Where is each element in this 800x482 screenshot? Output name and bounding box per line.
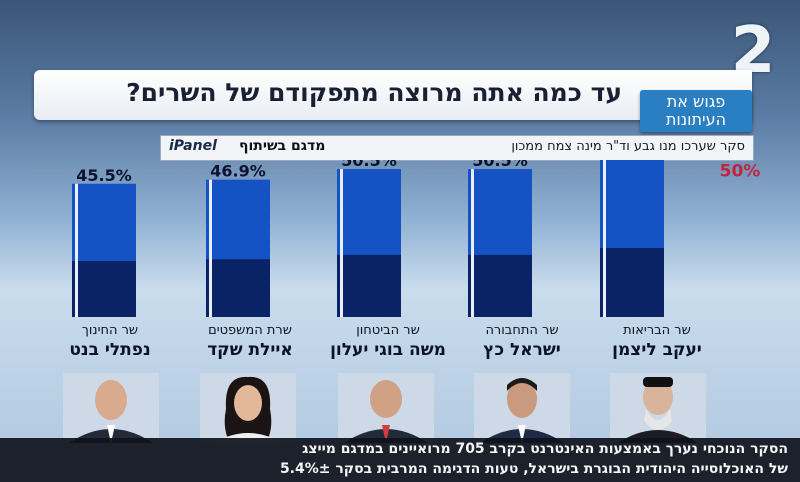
portrait-image [200,373,296,443]
bar-value-label: 45.5% [76,166,132,185]
portrait-image [610,373,706,443]
title-band: עד כמה אתה מרוצה מתפקודם של השרים? [34,70,752,120]
bar-base [72,261,136,317]
minister-name: איילת שקד [207,340,293,360]
credit-text: סקר שערכו מנו גבע וד"ר מינה צמח ממכון [511,139,745,154]
minister-name: יעקב ליצמן [612,340,702,360]
minister-role: שר התחבורה [485,323,559,338]
chart-title: עד כמה אתה מרוצה מתפקודם של השרים? [126,78,622,107]
bar-value-label: 46.9% [210,162,266,181]
show-badge-line1: פגוש את [666,92,726,111]
bar [72,183,136,317]
credit-partner: iPanel [169,138,217,154]
bar-edge [471,169,474,317]
minister-name: משה בוגי יעלון [330,340,446,360]
credit-bar: סקר שערכו מנו גבע וד"ר מינה צמח ממכון מד… [160,135,754,161]
bar-value-label: 50.5% [341,160,397,170]
bar [206,179,270,317]
minister-label: שר הבריאות יעקב ליצמן [592,323,722,361]
minister-label: שר התחבורה ישראל כץ [457,323,587,361]
bar [600,160,664,317]
minister-label: שר הביטחון משה בוגי יעלון [323,323,453,361]
footer-caption: הסקר הנוכחי נערך באמצעות האינטרנט בקרב 7… [0,438,800,482]
footer-line2: של האוכלוסייה היהודית הבוגרת בישראל, טעו… [279,461,788,477]
minister-role: שרת המשפטים [208,323,292,338]
show-badge: פגוש את העיתונות [640,90,752,132]
minister-role: שר הביטחון [356,323,420,338]
bar-edge [340,169,343,317]
bar-base [600,247,664,317]
minister-label: שרת המשפטים איילת שקד [185,323,315,361]
portrait-image [474,373,570,443]
bar [337,169,401,317]
minister-role: שר הבריאות [623,323,691,338]
bar-value-label: 50.5% [472,160,528,170]
bar-chart: 50%56.1%50.5%50.5%46.9%45.5% [30,160,761,317]
minister-names: שר הבריאות יעקב ליצמן שר התחבורה ישראל כ… [0,323,800,373]
bar-edge [209,179,212,317]
reference-line-label: 50% [720,162,761,182]
minister-label: שר החינוך נפתלי בנט [45,323,175,361]
bar-base [468,254,532,317]
bar-edge [75,183,78,317]
footer-line1: הסקר הנוכחי נערך באמצעות האינטרנט בקרב 7… [302,441,788,457]
credit-brand: מדגם בשיתוף [239,138,326,154]
portrait-image [63,373,159,443]
minister-name: ישראל כץ [483,340,561,360]
show-badge-line2: העיתונות [665,110,727,129]
bar-base [337,254,401,317]
bar-base [206,259,270,317]
bar [468,169,532,317]
bar-edge [603,160,606,317]
minister-role: שר החינוך [81,323,139,338]
portrait-image [338,373,434,443]
minister-name: נפתלי בנט [69,340,151,360]
